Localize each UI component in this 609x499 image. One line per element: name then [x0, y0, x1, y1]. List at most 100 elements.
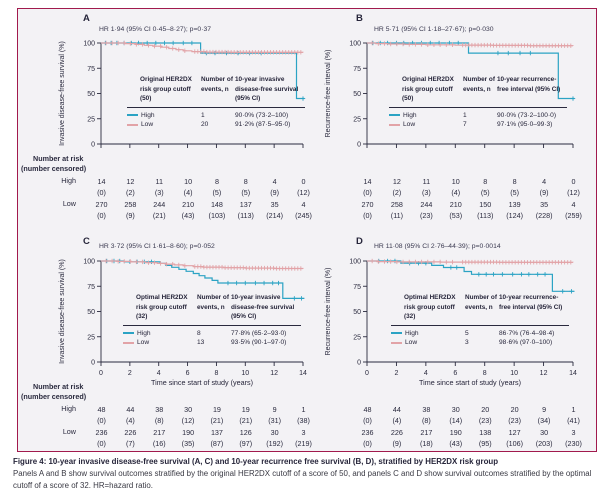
inset-table-b: Original HER2DX risk group cutoff (50) N… [389, 75, 567, 130]
risk-row-label: High [61, 404, 76, 413]
inset-table-a: Original HER2DX risk group cutoff (50) N… [127, 75, 305, 130]
risk-cell: (0) [97, 416, 106, 425]
risk-cell: 244 [153, 200, 166, 209]
estimate-value: 90·0% (73·2–100·0) [497, 111, 557, 119]
risk-table-title: Number at risk [33, 154, 84, 163]
events-value: 1 [463, 111, 467, 119]
x-axis-title-d: Time since start of study (years) [419, 378, 521, 387]
risk-cell: 8 [512, 177, 517, 186]
svg-text:25: 25 [87, 334, 95, 341]
risk-cell: 48 [363, 405, 372, 414]
events-value: 8 [197, 329, 201, 337]
svg-text:25: 25 [87, 116, 95, 123]
risk-cell: (43) [181, 211, 195, 220]
risk-cell: (23) [508, 416, 522, 425]
risk-cell: 190 [449, 428, 462, 437]
risk-cell: 236 [361, 428, 374, 437]
risk-cell: (4) [451, 188, 461, 197]
risk-cell: (4) [392, 416, 402, 425]
inset-header-group: Original HER2DX risk group cutoff (50) [140, 76, 192, 102]
risk-cell: 20 [481, 405, 490, 414]
svg-text:75: 75 [87, 66, 95, 73]
legend-item-low: Low [127, 120, 201, 130]
risk-cell: 30 [184, 405, 193, 414]
legend-label: Low [405, 339, 418, 346]
legend-label: High [403, 111, 417, 119]
hr-annotation-b: HR 5·71 (95% CI 1·18–27·67); p=0·030 [374, 26, 494, 33]
risk-cell: 1 [301, 405, 306, 414]
estimate-value: 93·5% (90·1–97·0) [231, 339, 287, 346]
risk-cell: 38 [422, 405, 431, 414]
svg-text:50: 50 [353, 91, 361, 98]
events-value: 13 [197, 339, 205, 346]
estimate-value: 77·8% (65·2–93·0) [231, 329, 287, 337]
legend-item-high: High [391, 329, 465, 339]
events-value: 3 [465, 339, 469, 346]
inset-header-estimate: 10-year recurrence-free interval (95% CI… [497, 76, 561, 93]
risk-cell: 270 [361, 200, 374, 209]
risk-cell: (95) [478, 439, 492, 448]
risk-table-title: Number at risk [33, 382, 84, 391]
risk-cell: (38) [297, 416, 310, 425]
inset-header-estimate: 10-year invasive disease-free survival (… [231, 294, 295, 320]
risk-cell: (0) [363, 211, 372, 220]
inset-divider [391, 324, 569, 326]
risk-cell: (14) [449, 416, 463, 425]
risk-cell: 148 [210, 200, 223, 209]
risk-cell: 210 [449, 200, 462, 209]
risk-cell: (0) [363, 416, 372, 425]
risk-cell: (34) [537, 416, 551, 425]
svg-text:50: 50 [87, 91, 95, 98]
events-value: 5 [465, 329, 469, 337]
legend-item-high: High [127, 111, 201, 121]
svg-text:14: 14 [569, 370, 577, 377]
high-line-swatch [123, 332, 134, 335]
risk-cell: 137 [239, 200, 252, 209]
risk-cell: 9 [542, 405, 547, 414]
risk-cell: (12) [297, 188, 310, 197]
risk-cell: (9) [270, 188, 280, 197]
svg-text:Recurrence-free interval (%): Recurrence-free interval (%) [325, 50, 332, 138]
svg-text:14: 14 [299, 370, 307, 377]
svg-text:6: 6 [186, 370, 190, 377]
svg-text:4: 4 [424, 370, 428, 377]
risk-cell: (3) [154, 188, 164, 197]
risk-cell: (3) [421, 188, 431, 197]
svg-text:0: 0 [365, 370, 369, 377]
risk-cell: 236 [95, 428, 108, 437]
svg-text:Invasive disease-free survival: Invasive disease-free survival (%) [59, 259, 66, 364]
km-plot-c: 0 25 50 75 100 0 2 4 6 8 10 12 14 Invasive disease-fr… [59, 259, 307, 378]
risk-table-subtitle: (number censored) [21, 164, 87, 173]
estimate-value: 86·7% (76·4–98·4) [499, 329, 555, 337]
risk-cell: 19 [241, 405, 250, 414]
risk-cell: 10 [184, 177, 193, 186]
panel-label-b: B [356, 13, 363, 24]
risk-cell: (2) [392, 188, 402, 197]
risk-cell: 38 [155, 405, 164, 414]
svg-text:0: 0 [357, 360, 361, 367]
risk-cell: (5) [241, 188, 251, 197]
risk-cell: 258 [390, 200, 403, 209]
risk-cell: (0) [97, 188, 106, 197]
risk-cell: (230) [565, 439, 582, 448]
svg-text:2: 2 [128, 370, 132, 377]
risk-cell: 0 [571, 177, 576, 186]
inset-header-group: Optimal HER2DX risk group cutoff (32) [404, 294, 456, 320]
risk-cell: (219) [295, 439, 312, 448]
legend-label: High [405, 329, 419, 337]
risk-cell: 35 [540, 200, 549, 209]
risk-cell: 8 [214, 177, 219, 186]
risk-cell: (9) [539, 188, 549, 197]
risk-cell: 217 [420, 428, 433, 437]
km-plot-d: 0 25 50 75 100 0 2 4 6 8 10 12 14 Recurrence-free int… [325, 259, 577, 378]
low-line-swatch [123, 341, 134, 344]
panel-label-a: A [83, 13, 90, 24]
risk-cell: 12 [392, 177, 401, 186]
risk-cell: (0) [363, 439, 372, 448]
risk-cell: (0) [97, 439, 106, 448]
risk-cell: (12) [567, 188, 580, 197]
risk-cell: 190 [182, 428, 195, 437]
risk-cell: 138 [479, 428, 492, 437]
legend-label: High [141, 111, 155, 119]
legend-item-high: High [123, 329, 197, 339]
